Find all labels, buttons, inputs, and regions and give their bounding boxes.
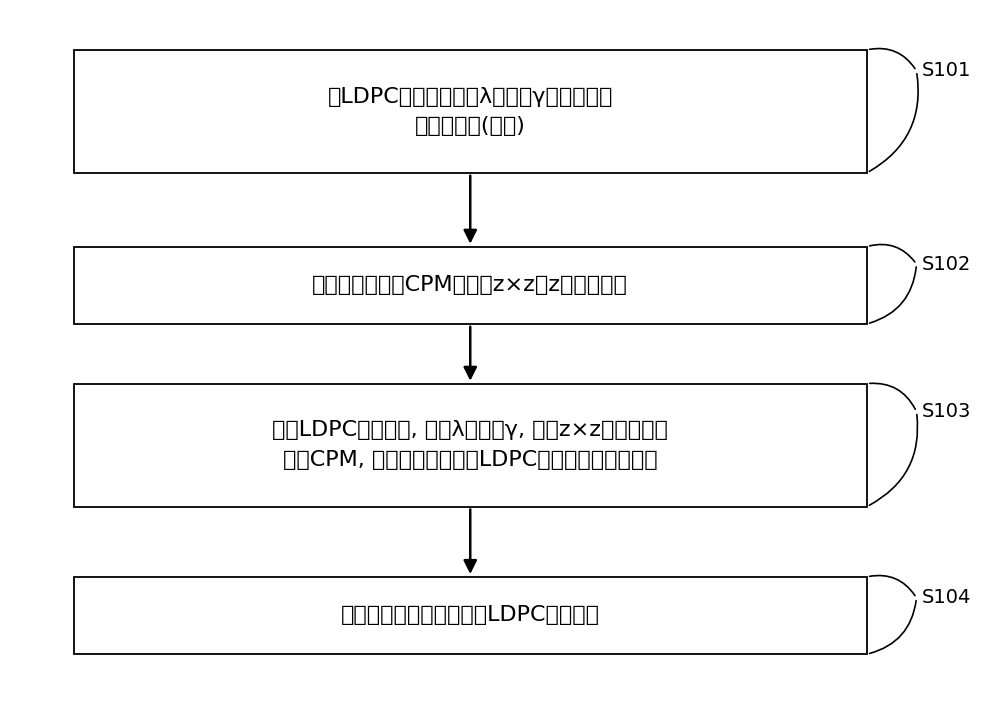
Text: 通过所述基矩阵扩展得到LDPC校验矩阵: 通过所述基矩阵扩展得到LDPC校验矩阵 (341, 606, 600, 626)
FancyBboxPatch shape (74, 50, 867, 173)
Text: 将LDPC校验矩阵行重λ和列重γ中至少之一
设为固定値(常数): 将LDPC校验矩阵行重λ和列重γ中至少之一 设为固定値(常数) (328, 87, 613, 136)
FancyBboxPatch shape (74, 247, 867, 324)
Text: 将循环置换矩阵CPM的维度z×z的z设为预定値: 将循环置换矩阵CPM的维度z×z的z设为预定値 (312, 275, 628, 295)
Text: 基于LDPC码长码率, 行重λ和列重γ, 维度z×z的循环置换
矩阵CPM, 经计算得到相应的LDPC码校验矩阵的基矩阵: 基于LDPC码长码率, 行重λ和列重γ, 维度z×z的循环置换 矩阵CPM, 经… (272, 420, 668, 470)
Text: S102: S102 (921, 255, 971, 274)
Text: S104: S104 (921, 589, 971, 607)
FancyBboxPatch shape (74, 384, 867, 506)
Text: S101: S101 (921, 61, 971, 80)
FancyBboxPatch shape (74, 577, 867, 654)
Text: S103: S103 (921, 402, 971, 421)
